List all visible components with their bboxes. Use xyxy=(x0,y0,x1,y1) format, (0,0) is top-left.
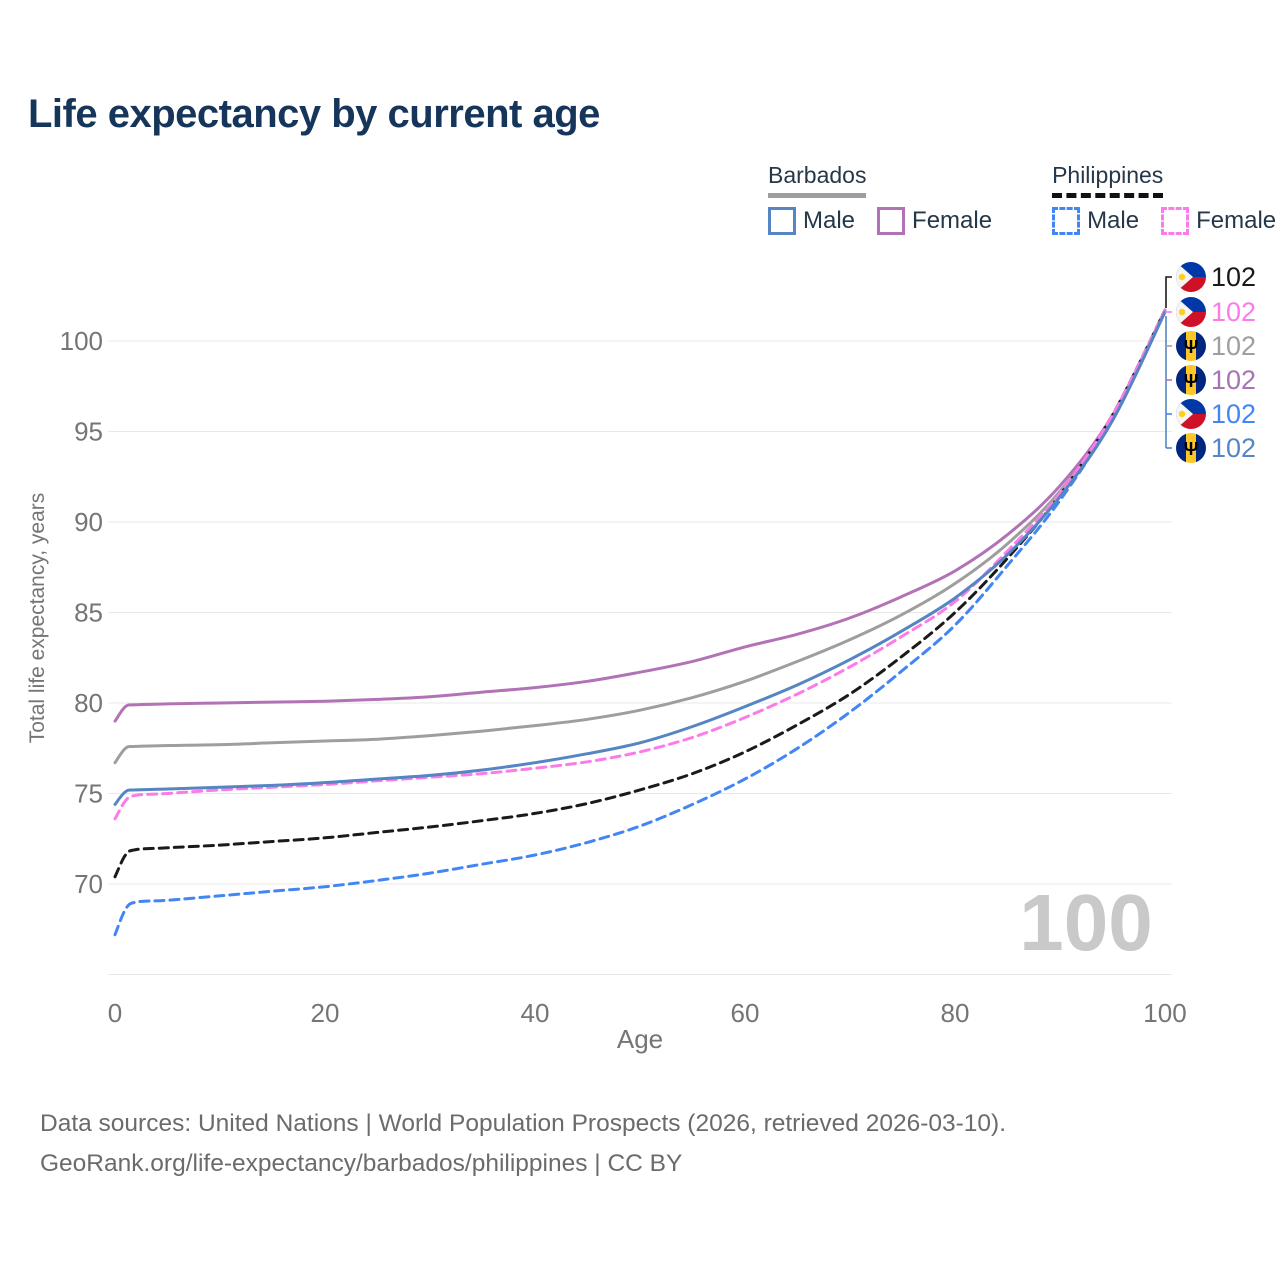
series-line-philippines[interactable] xyxy=(113,308,1167,879)
footer-data-sources: Data sources: United Nations | World Pop… xyxy=(40,1110,1007,1137)
series-line-barbados-female[interactable] xyxy=(113,308,1167,723)
series-group xyxy=(113,308,1167,937)
legend-row-philippines: Male Female xyxy=(1052,207,1276,235)
x-tick-80: 80 xyxy=(941,998,970,1028)
y-tick-70: 70 xyxy=(74,869,103,899)
barbados-flag-icon: Ψ xyxy=(1176,433,1206,463)
legend: Barbados Male Female Philippines Male Fe… xyxy=(768,162,1276,235)
philippines-flag-icon xyxy=(1176,262,1206,292)
philippines-flag-icon xyxy=(1176,297,1206,327)
gridlines-group xyxy=(108,340,1172,975)
series-line-barbados[interactable] xyxy=(113,308,1167,765)
philippines-flag-icon xyxy=(1176,399,1206,429)
y-tick-80: 80 xyxy=(74,688,103,718)
end-label-barbados: 102 xyxy=(1211,331,1256,361)
end-label-philippines: 102 xyxy=(1211,262,1256,292)
series-line-barbados-male[interactable] xyxy=(113,310,1167,806)
legend-label-barbados-female: Female xyxy=(912,207,993,234)
barbados-flag-icon: Ψ xyxy=(1176,331,1206,361)
legend-label-philippines-male: Male xyxy=(1087,207,1140,234)
page-title: Life expectancy by current age xyxy=(28,92,600,136)
end-label-barbados-female: 102 xyxy=(1211,365,1256,395)
legend-swatch-philippines-male[interactable] xyxy=(1052,207,1081,235)
series-line-philippines-female[interactable] xyxy=(113,308,1167,821)
legend-row-barbados: Male Female xyxy=(768,207,992,235)
legend-group-barbados: Barbados Male Female xyxy=(768,162,992,235)
age-watermark: 100 xyxy=(1019,878,1152,967)
end-label-philippines-female: 102 xyxy=(1211,297,1256,327)
barbados-flag-icon: Ψ xyxy=(1176,365,1206,395)
x-tick-20: 20 xyxy=(311,998,340,1028)
legend-group-philippines: Philippines Male Female xyxy=(1052,162,1276,235)
legend-country-philippines[interactable]: Philippines xyxy=(1052,162,1164,198)
y-tick-90: 90 xyxy=(74,507,103,537)
x-tick-100: 100 xyxy=(1143,998,1186,1028)
legend-swatch-barbados-female[interactable] xyxy=(877,207,906,235)
legend-swatch-barbados-male[interactable] xyxy=(768,207,796,235)
end-labels-group: 102 102 Ψ 102 Ψ 102 102 Ψ 102 xyxy=(1165,262,1256,463)
x-tick-0: 0 xyxy=(108,998,122,1028)
footer-attribution: GeoRank.org/life-expectancy/barbados/phi… xyxy=(40,1150,683,1177)
legend-label-philippines-female: Female xyxy=(1196,207,1277,234)
svg-text:Ψ: Ψ xyxy=(1184,371,1199,391)
axes-group: 70 75 80 85 90 95 100 0 20 40 60 80 100 xyxy=(60,326,1187,1028)
y-tick-75: 75 xyxy=(74,779,103,809)
legend-swatch-philippines-female[interactable] xyxy=(1161,207,1190,235)
footer: Data sources: United Nations | World Pop… xyxy=(40,1104,1006,1184)
y-tick-100: 100 xyxy=(60,326,103,356)
svg-text:Ψ: Ψ xyxy=(1184,337,1199,357)
x-tick-60: 60 xyxy=(731,998,760,1028)
leader-line-philippines xyxy=(1165,276,1172,308)
end-label-barbados-male: 102 xyxy=(1211,433,1256,463)
end-label-philippines-male: 102 xyxy=(1211,399,1256,429)
x-tick-40: 40 xyxy=(521,998,550,1028)
y-tick-85: 85 xyxy=(74,598,103,628)
y-tick-95: 95 xyxy=(74,417,103,447)
y-axis-title: Total life expectancy, years xyxy=(26,493,49,744)
legend-country-barbados[interactable]: Barbados xyxy=(768,162,867,198)
svg-text:Ψ: Ψ xyxy=(1184,439,1199,459)
series-line-philippines-male[interactable] xyxy=(113,310,1167,937)
x-axis-title: Age xyxy=(617,1024,663,1054)
legend-label-barbados-male: Male xyxy=(803,207,856,234)
